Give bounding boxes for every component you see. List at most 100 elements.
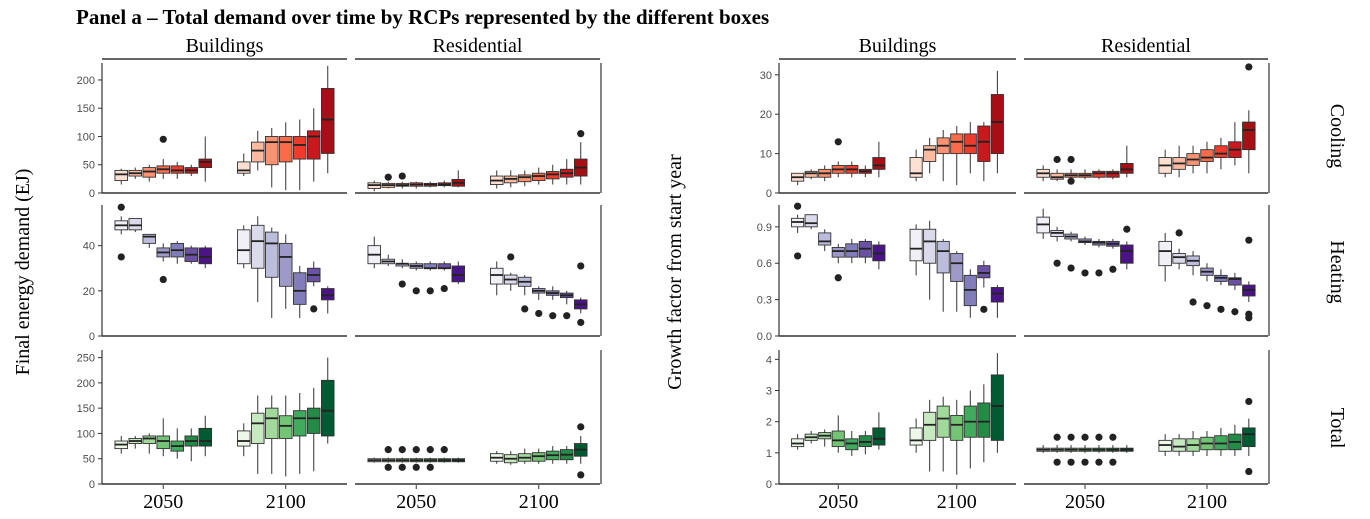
outlier-point <box>398 446 406 454</box>
box-2050-rcp-1 <box>367 236 382 269</box>
box-body <box>1158 240 1172 267</box>
outlier-point <box>1053 458 1061 466</box>
box-2100-rcp-7 <box>574 142 588 185</box>
box-2050-rcp-5 <box>845 238 859 264</box>
outlier-point <box>1095 458 1103 466</box>
outlier-point <box>507 253 515 261</box>
box-2050-rcp-7 <box>872 412 886 450</box>
box-2050-rcp-6 <box>1106 238 1120 249</box>
box-2100-rcp-7 <box>574 435 588 464</box>
box-body <box>293 272 307 305</box>
facet-heating-residential <box>1024 205 1270 337</box>
box-body <box>451 265 466 283</box>
box-body <box>1106 170 1120 178</box>
box-2050-rcp-4 <box>409 261 424 271</box>
figure-title: Panel a – Total demand over time by RCPs… <box>76 5 769 29</box>
y-axis-label-left: Final energy demand (EJ) <box>12 169 34 376</box>
box-2100-rcp-5 <box>1214 137 1228 170</box>
box-2100-rcp-1 <box>236 423 251 457</box>
outlier-point <box>1245 314 1253 322</box>
row-label-cooling: Cooling <box>1326 104 1348 168</box>
box-2050-rcp-6 <box>858 238 872 264</box>
box-2100-rcp-7 <box>321 357 335 444</box>
box-2050-rcp-2 <box>381 181 396 189</box>
outlier-point <box>577 471 585 479</box>
box-2100-rcp-5 <box>963 269 977 318</box>
box-2050-rcp-6 <box>437 261 452 271</box>
box-body <box>250 412 265 444</box>
box-2050-rcp-4 <box>156 243 170 262</box>
box-2100-rcp-6 <box>1228 272 1242 290</box>
y-tick-label: 0.0 <box>757 331 772 343</box>
outlier-point <box>1067 177 1075 185</box>
box-body <box>321 379 335 437</box>
y-tick-label: 200 <box>77 378 95 390</box>
box-body <box>265 136 279 166</box>
box-2100-rcp-1 <box>236 225 251 269</box>
y-tick-label: 20 <box>760 109 772 121</box>
box-body <box>804 170 818 178</box>
outlier-point <box>521 305 529 313</box>
box-2100-rcp-3 <box>518 448 532 464</box>
facet-total-buildings: 0 50 100 150 200 250 <box>77 350 347 491</box>
box-2100-rcp-6 <box>977 122 991 182</box>
outlier-point <box>1245 63 1253 71</box>
box-body <box>1120 244 1134 264</box>
outlier-point <box>1053 433 1061 441</box>
outlier-point <box>1081 458 1089 466</box>
y-tick-label: 150 <box>77 103 95 115</box>
box-2100-rcp-2 <box>1172 434 1186 456</box>
box-2050-rcp-6 <box>1106 445 1120 453</box>
box-2100-rcp-5 <box>293 265 307 318</box>
outlier-point <box>159 275 167 284</box>
outlier-point <box>1095 269 1103 277</box>
outlier-point <box>440 284 448 293</box>
box-body <box>831 430 845 448</box>
box-2050-rcp-4 <box>831 161 845 178</box>
box-body <box>872 427 886 446</box>
box-2050-rcp-4 <box>1078 169 1092 180</box>
box-body <box>1092 170 1106 178</box>
box-body <box>236 430 251 447</box>
box-2050-rcp-5 <box>423 181 438 188</box>
box-2050-rcp-7 <box>1120 145 1134 178</box>
facet-heating-buildings: 0 20 40 <box>83 203 347 343</box>
outlier-point <box>1245 236 1253 244</box>
y-tick-label: 0 <box>89 331 95 343</box>
y-tick-label: 20 <box>83 286 95 298</box>
box-2050-rcp-7 <box>872 241 886 270</box>
box-2100-rcp-6 <box>1228 122 1242 166</box>
box-2100-rcp-7 <box>321 286 335 314</box>
box-body <box>293 136 307 160</box>
facet-cooling-residential <box>355 58 602 194</box>
box-2050-rcp-5 <box>1092 445 1106 453</box>
box-2050-rcp-4 <box>409 457 424 463</box>
x-tick-label: 2100 <box>266 491 306 513</box>
box-body <box>990 374 1004 441</box>
box-2050-rcp-5 <box>170 241 184 264</box>
box-2050-rcp-3 <box>142 433 156 454</box>
box-2100-rcp-4 <box>279 395 293 477</box>
box-2100-rcp-5 <box>1214 269 1228 286</box>
box-body <box>142 233 156 244</box>
box-body <box>1242 427 1256 448</box>
box-2050-rcp-5 <box>423 261 438 271</box>
box-body <box>198 158 212 169</box>
box-body <box>279 136 293 163</box>
x-tick-label: 2050 <box>396 491 436 513</box>
outlier-point <box>1245 397 1253 406</box>
box-2100-rcp-4 <box>279 122 293 191</box>
box-body <box>128 218 142 231</box>
outlier-point <box>549 312 557 320</box>
y-tick-label: 100 <box>77 131 95 143</box>
box-2050-rcp-6 <box>437 457 452 463</box>
box-2050-rcp-2 <box>804 214 818 230</box>
facet-heating-residential <box>355 205 602 337</box>
box-2050-rcp-7 <box>451 457 466 463</box>
box-2050-rcp-5 <box>423 457 438 463</box>
box-2050-rcp-6 <box>184 245 198 264</box>
box-2050-rcp-3 <box>1064 231 1078 242</box>
box-body <box>198 247 212 265</box>
